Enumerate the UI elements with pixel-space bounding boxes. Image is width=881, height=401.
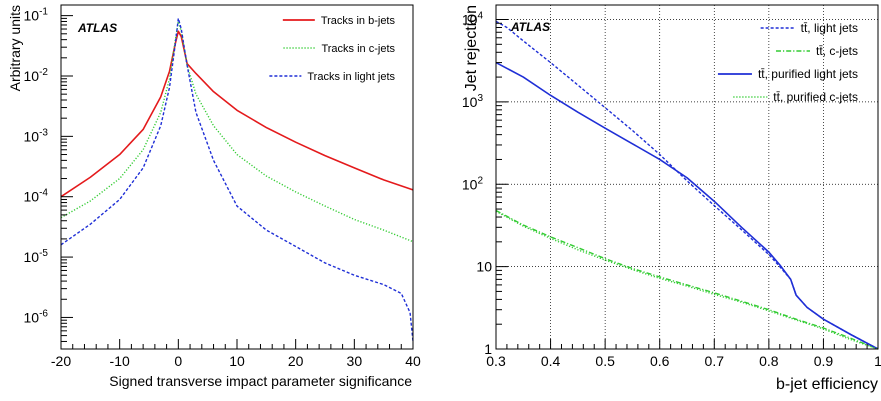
atlas-label: ATLAS xyxy=(510,20,550,34)
y-tick-layer: 10-6 10-5 10-4 10-3 10-2 10-1 xyxy=(24,7,73,342)
series-line-1 xyxy=(60,30,414,198)
y-tick-label: 104 xyxy=(462,11,484,28)
y-tick-label: 10-2 xyxy=(24,67,49,84)
atlas-label: ATLAS xyxy=(77,21,117,35)
y-tick-label: 10 xyxy=(476,259,492,275)
series-layer xyxy=(60,17,414,342)
x-tick-label: 0.8 xyxy=(759,353,779,369)
series-line-3 xyxy=(495,61,879,350)
series-layer xyxy=(495,20,879,350)
y-tick-layer: 1 10 102 103 104 xyxy=(462,11,508,357)
series-line-4 xyxy=(495,210,879,350)
y-tick-label: 10-5 xyxy=(24,248,49,265)
x-tick-layer: -20 -10 0 10 20 30 40 xyxy=(51,339,421,369)
series-line-2 xyxy=(495,209,879,350)
y-tick-label: 10-6 xyxy=(24,308,49,325)
legend-entry-label: tt̄, purified c-jets xyxy=(773,90,858,104)
x-tick-label: 0.5 xyxy=(595,353,615,369)
y-tick-label: 103 xyxy=(462,93,484,110)
y-tick-label: 10-4 xyxy=(24,188,49,205)
series-line-3 xyxy=(60,17,414,342)
x-tick-layer: 0.3 0.4 0.5 0.6 0.7 0.8 0.9 1 xyxy=(486,339,881,369)
legend: tt̄, light jets tt̄, c-jets tt̄, purified … xyxy=(717,21,858,104)
x-tick-label: 0.9 xyxy=(814,353,834,369)
x-tick-label: 1 xyxy=(874,353,881,369)
legend-entry-label: tt̄, c-jets xyxy=(816,44,858,58)
plot-frame xyxy=(60,4,414,350)
x-tick-label: 0.4 xyxy=(541,353,561,369)
x-tick-label: 40 xyxy=(405,353,421,369)
legend-entry-label: Tracks in c-jets xyxy=(321,43,395,55)
y-tick-label: 10-1 xyxy=(24,7,49,24)
x-axis-label: b-jet efficiency xyxy=(776,376,878,393)
x-tick-label: -20 xyxy=(51,353,71,369)
y-tick-label: 10-3 xyxy=(24,127,49,144)
legend-entry-label: tt̄, purified light jets xyxy=(758,67,858,81)
legend-entry-label: Tracks in b-jets xyxy=(321,15,396,27)
x-tick-label: 0 xyxy=(174,353,182,369)
x-tick-label: 10 xyxy=(229,353,245,369)
y-axis-label: Jet rejection xyxy=(463,5,480,91)
legend-entry-label: tt̄, light jets xyxy=(801,21,858,35)
legend-entry-label: Tracks in light jets xyxy=(307,71,395,83)
x-axis-label: Signed transverse impact parameter signi… xyxy=(109,373,412,389)
x-tick-label: 0.7 xyxy=(705,353,725,369)
jet-rejection-panel: 0.3 0.4 0.5 0.6 0.7 0.8 0.9 1 1 10 102 103 104 ATLA… xyxy=(462,4,881,393)
impact-parameter-panel: -20 -10 0 10 20 30 40 10-6 10-5 10-4 10-3 10-2 10-1… xyxy=(7,4,421,389)
plot-frame xyxy=(495,4,879,350)
y-tick-label: 1 xyxy=(484,341,492,357)
y-tick-label: 102 xyxy=(462,175,484,192)
grid-layer xyxy=(496,5,878,349)
x-tick-label: -10 xyxy=(110,353,130,369)
legend: Tracks in b-jets Tracks in c-jets Tracks i… xyxy=(269,15,395,83)
y-axis-label: Arbitrary units xyxy=(7,5,23,91)
x-tick-label: 0.6 xyxy=(650,353,670,369)
x-tick-label: 30 xyxy=(347,353,363,369)
series-line-2 xyxy=(60,20,414,243)
x-tick-label: 0.3 xyxy=(486,353,506,369)
x-tick-label: 20 xyxy=(288,353,304,369)
